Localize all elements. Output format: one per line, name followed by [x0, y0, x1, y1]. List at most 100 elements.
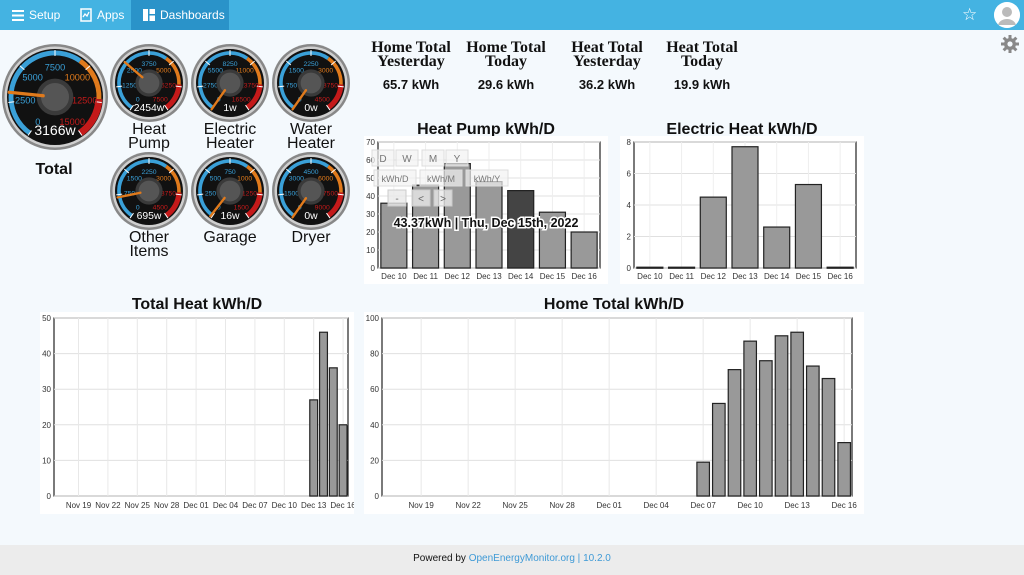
y-tick-label: 10 [366, 246, 375, 255]
period-button-label: W [402, 154, 412, 165]
gauge-scale-orange [327, 164, 343, 193]
gauge-tick-label: 2500 [15, 96, 35, 106]
total-heat-plot-area [53, 317, 349, 497]
y-tick-label: 20 [370, 456, 379, 465]
gauge-value: 2454w [134, 103, 165, 114]
chart-electric-heat[interactable]: 0 2 4 6 8 Dec 10 Dec 11 Dec 12 Dec 13 Dec 14 Dec 1… [620, 136, 864, 284]
period-button-d[interactable]: D [371, 149, 395, 167]
gauge-scale-blue [198, 51, 249, 110]
gauge-scale-orange [327, 56, 343, 85]
gauge-scale-blue [279, 51, 330, 110]
gauge-scale-orange [246, 56, 262, 85]
gauge-tick-label: 250 [205, 191, 217, 198]
nav-arrow-label: - [395, 194, 398, 205]
gauge-label-other-items: Other Items [128, 229, 169, 260]
period-button-m[interactable]: M [421, 149, 445, 167]
y-tick-label: 0 [627, 264, 632, 273]
gauge-tick [256, 85, 263, 88]
nav-arrow-button[interactable]: > [433, 189, 453, 207]
chart-title-heat-pump: Heat Pump kWh/D [417, 121, 555, 138]
unit-button[interactable]: kWh/D [373, 169, 417, 187]
gauge-label-water-heater: Water Heater [286, 121, 336, 152]
unit-button[interactable]: kWh/Y [465, 169, 509, 187]
gauge-tick-label: 1500 [127, 175, 142, 182]
y-tick-label: 0 [47, 492, 52, 501]
nav-arrow-button[interactable]: < [411, 189, 431, 207]
bar [636, 266, 664, 269]
x-tick-label: Dec 01 [596, 501, 622, 510]
x-tick-label: Dec 11 [669, 272, 694, 281]
gear-icon[interactable] [1000, 34, 1020, 59]
gauge-tick-label: 0 [217, 204, 221, 211]
gauge-tick-label: 1500 [284, 191, 299, 198]
gauge-scale-blue [117, 51, 168, 110]
gauge-tick [175, 85, 182, 88]
y-tick-label: 60 [366, 156, 375, 165]
unit-button[interactable]: kWh/M [419, 169, 463, 187]
y-tick-label: 50 [366, 174, 375, 183]
gauge-hub-inner [138, 72, 160, 94]
unit-button-label: kWh/M [427, 174, 455, 184]
bar [570, 231, 598, 269]
gauge-water-heater: 7501500225030003750450000w [271, 43, 351, 123]
bar [380, 202, 408, 269]
nav-setup-label: Setup [29, 8, 61, 22]
nav-apps-button[interactable]: Apps [80, 0, 124, 30]
stat-title: Home Total Today [466, 39, 546, 70]
gauge-value: 16w [220, 211, 240, 222]
chart-total-heat[interactable]: 0 10 20 30 40 50 Nov 19 Nov 22 Nov 25 Nov 28 Dec 0… [40, 312, 354, 514]
gauge-tick-label: 16500 [232, 96, 251, 103]
gauge-tick-label: 2250 [303, 61, 318, 68]
gauge-tick-label: 500 [210, 175, 222, 182]
electric-heat-chart-svg: 0 2 4 6 8 Dec 10 Dec 11 Dec 12 Dec 13 Dec 14 Dec 1… [627, 138, 857, 281]
gauge-hub-inner [219, 180, 241, 202]
nav-dashboards-button[interactable]: Dashboards [131, 0, 229, 30]
gauge-tick-label: 4500 [303, 169, 318, 176]
gauge-tick [197, 193, 204, 196]
x-tick-label: Dec 16 [330, 501, 354, 510]
nav-setup-button[interactable]: Setup [12, 0, 60, 30]
stat-title: Home Total Yesterday [371, 39, 451, 70]
x-tick-label: Dec 01 [183, 501, 209, 510]
y-tick-label: 8 [627, 138, 632, 147]
gauge-tick [286, 168, 292, 174]
gauge-value: 0w [304, 103, 318, 114]
gauge-needle [209, 196, 226, 218]
gauge-tick-label: 7500 [323, 191, 338, 198]
y-tick-label: 80 [370, 350, 379, 359]
gauge-tick-label: 1250 [122, 83, 137, 90]
bar [538, 211, 567, 269]
gauge-tick [249, 168, 255, 174]
gauge-tick [249, 60, 255, 66]
stat-value: 29.6 kWh [477, 77, 535, 92]
nav-arrow-button[interactable]: - [387, 189, 407, 207]
star-icon[interactable]: ☆ [962, 5, 978, 24]
period-button-w[interactable]: W [395, 149, 419, 167]
footer-separator: | [577, 553, 581, 564]
gauge-dial: 7501500225030003750450000w [272, 44, 350, 122]
chart-home-total[interactable]: 0 20 40 60 80 100 Nov 19 Nov 22 Nov 25 Nov 28 Dec … [364, 312, 864, 514]
user-avatar[interactable] [994, 2, 1020, 28]
nav-arrow-label: < [418, 194, 424, 205]
gauge-label-garage: Garage [203, 229, 257, 246]
x-tick-label: Nov 25 [502, 501, 528, 510]
bar [731, 146, 759, 269]
chart-heat-pump[interactable]: 0 10 20 30 40 50 60 70 Dec 10 Dec 11 Dec 12 Dec 13 D… [364, 136, 608, 284]
gauge-dial: 15003000450060007500900000w [272, 152, 350, 230]
chart-tooltip: 43.37kWh | Thu, Dec 15th, 2022 [394, 216, 579, 230]
stat-home-total-yesterday: Home Total Yesterday 65.7 kWh [363, 39, 459, 93]
gauge-tick [164, 212, 169, 219]
x-tick-label: Nov 19 [66, 501, 92, 510]
x-tick-label: Dec 11 [413, 272, 438, 281]
bar [711, 402, 726, 497]
footer-link[interactable]: OpenEnergyMonitor.org [468, 553, 575, 564]
gauge-tick [278, 193, 285, 196]
gauge-tick-label: 4500 [153, 204, 168, 211]
gauge-scale-blue [117, 159, 168, 218]
apps-icon [80, 8, 92, 22]
gauge-heat-pump: 12502500375050006250750002454w [109, 43, 189, 123]
bar [328, 367, 338, 497]
gauge-tick-label: 3000 [289, 175, 304, 182]
period-button-y[interactable]: Y [445, 149, 469, 167]
